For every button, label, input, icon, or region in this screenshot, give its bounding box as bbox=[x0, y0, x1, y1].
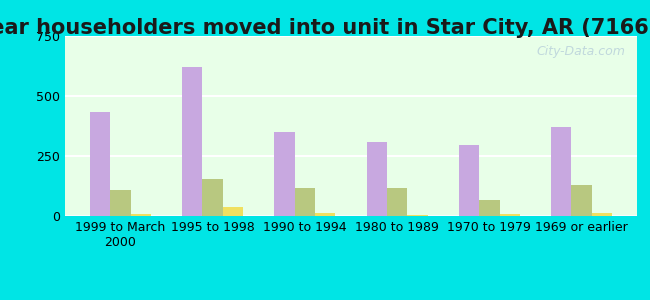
Text: Year householders moved into unit in Star City, AR (71667): Year householders moved into unit in Sta… bbox=[0, 18, 650, 38]
Bar bbox=[571, 185, 592, 216]
Bar bbox=[551, 127, 571, 216]
Bar bbox=[387, 188, 408, 216]
Bar bbox=[479, 200, 500, 216]
Bar bbox=[459, 145, 479, 216]
Bar bbox=[592, 213, 612, 216]
Bar bbox=[500, 214, 520, 216]
Bar bbox=[202, 179, 223, 216]
Bar bbox=[367, 142, 387, 216]
Bar bbox=[111, 190, 131, 216]
Bar bbox=[315, 213, 335, 216]
Bar bbox=[90, 112, 110, 216]
Text: City-Data.com: City-Data.com bbox=[537, 45, 625, 58]
Bar bbox=[274, 132, 294, 216]
Bar bbox=[294, 188, 315, 216]
Bar bbox=[408, 215, 428, 216]
Bar bbox=[223, 207, 243, 216]
Bar bbox=[182, 67, 202, 216]
Bar bbox=[131, 214, 151, 216]
